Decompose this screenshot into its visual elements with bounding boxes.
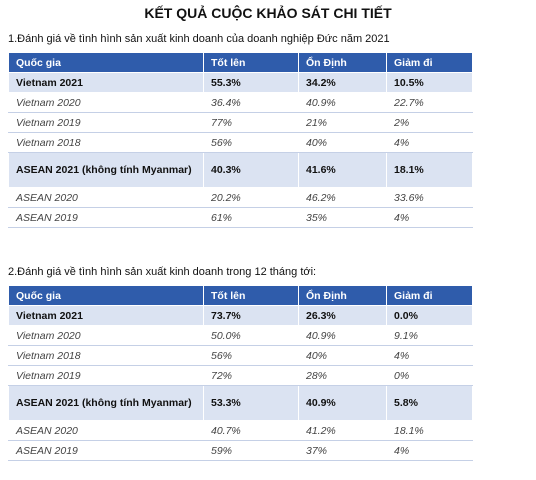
table-row: Vietnam 2020 50.0% 40.9% 9.1%	[8, 325, 473, 346]
cell-stable: 28%	[298, 365, 387, 386]
cell-stable: 40%	[298, 345, 387, 366]
cell-decrease: 4%	[386, 132, 473, 153]
survey-table-2021: Quốc gia Tốt lên Ổn Định Giảm đi Vietnam…	[8, 52, 473, 228]
cell-improve: 40.3%	[203, 152, 299, 188]
cell-improve: 55.3%	[203, 72, 299, 93]
cell-decrease: 0.0%	[386, 305, 473, 326]
table-row: Vietnam 2021 55.3% 34.2% 10.5%	[8, 72, 473, 93]
cell-country: Vietnam 2021	[8, 72, 204, 93]
cell-decrease: 5.8%	[386, 385, 473, 421]
section-1-heading: 1.Đánh giá về tình hình sản xuất kinh do…	[8, 33, 390, 45]
cell-improve: 73.7%	[203, 305, 299, 326]
column-header-country: Quốc gia	[8, 52, 204, 73]
table-row: ASEAN 2020 20.2% 46.2% 33.6%	[8, 187, 473, 208]
table-row: Vietnam 2018 56% 40% 4%	[8, 132, 473, 153]
table-row: ASEAN 2019 59% 37% 4%	[8, 440, 473, 461]
cell-improve: 59%	[203, 440, 299, 461]
cell-improve: 77%	[203, 112, 299, 133]
cell-decrease: 18.1%	[386, 420, 473, 441]
cell-decrease: 2%	[386, 112, 473, 133]
cell-country: ASEAN 2021 (không tính Myanmar)	[8, 152, 204, 188]
cell-country: ASEAN 2021 (không tính Myanmar)	[8, 385, 204, 421]
cell-stable: 37%	[298, 440, 387, 461]
cell-stable: 21%	[298, 112, 387, 133]
cell-country: ASEAN 2019	[8, 440, 204, 461]
cell-country: Vietnam 2020	[8, 92, 204, 113]
cell-country: Vietnam 2018	[8, 132, 204, 153]
cell-decrease: 9.1%	[386, 325, 473, 346]
cell-decrease: 10.5%	[386, 72, 473, 93]
cell-decrease: 4%	[386, 207, 473, 228]
cell-improve: 40.7%	[203, 420, 299, 441]
cell-stable: 26.3%	[298, 305, 387, 326]
column-header-stable: Ổn Định	[298, 52, 387, 73]
cell-country: ASEAN 2020	[8, 187, 204, 208]
section-2-heading: 2.Đánh giá về tình hình sản xuất kinh do…	[8, 266, 317, 278]
cell-stable: 41.2%	[298, 420, 387, 441]
cell-decrease: 4%	[386, 345, 473, 366]
cell-improve: 61%	[203, 207, 299, 228]
table-row: Vietnam 2018 56% 40% 4%	[8, 345, 473, 366]
cell-country: Vietnam 2021	[8, 305, 204, 326]
table-header-row: Quốc gia Tốt lên Ổn Định Giảm đi	[8, 52, 473, 73]
cell-decrease: 0%	[386, 365, 473, 386]
column-header-improve: Tốt lên	[203, 285, 299, 306]
survey-table-next-12-months: Quốc gia Tốt lên Ổn Định Giảm đi Vietnam…	[8, 285, 473, 461]
cell-improve: 20.2%	[203, 187, 299, 208]
table-row: Vietnam 2019 77% 21% 2%	[8, 112, 473, 133]
cell-decrease: 22.7%	[386, 92, 473, 113]
table-row: Vietnam 2020 36.4% 40.9% 22.7%	[8, 92, 473, 113]
page-title: KẾT QUẢ CUỘC KHẢO SÁT CHI TIẾT	[144, 5, 392, 21]
column-header-improve: Tốt lên	[203, 52, 299, 73]
cell-country: ASEAN 2019	[8, 207, 204, 228]
cell-stable: 40.9%	[298, 325, 387, 346]
cell-stable: 40%	[298, 132, 387, 153]
cell-stable: 41.6%	[298, 152, 387, 188]
cell-stable: 40.9%	[298, 92, 387, 113]
cell-improve: 72%	[203, 365, 299, 386]
table-row: ASEAN 2019 61% 35% 4%	[8, 207, 473, 228]
column-header-decrease: Giảm đi	[386, 285, 473, 306]
cell-improve: 50.0%	[203, 325, 299, 346]
table-row: Vietnam 2021 73.7% 26.3% 0.0%	[8, 305, 473, 326]
cell-country: ASEAN 2020	[8, 420, 204, 441]
table-row: Vietnam 2019 72% 28% 0%	[8, 365, 473, 386]
column-header-stable: Ổn Định	[298, 285, 387, 306]
table-row: ASEAN 2021 (không tính Myanmar) 53.3% 40…	[8, 385, 473, 421]
cell-improve: 56%	[203, 345, 299, 366]
cell-country: Vietnam 2019	[8, 365, 204, 386]
cell-country: Vietnam 2020	[8, 325, 204, 346]
table-header-row: Quốc gia Tốt lên Ổn Định Giảm đi	[8, 285, 473, 306]
table-row: ASEAN 2020 40.7% 41.2% 18.1%	[8, 420, 473, 441]
cell-improve: 56%	[203, 132, 299, 153]
cell-improve: 53.3%	[203, 385, 299, 421]
cell-stable: 40.9%	[298, 385, 387, 421]
cell-decrease: 33.6%	[386, 187, 473, 208]
cell-country: Vietnam 2018	[8, 345, 204, 366]
column-header-country: Quốc gia	[8, 285, 204, 306]
table-row: ASEAN 2021 (không tính Myanmar) 40.3% 41…	[8, 152, 473, 188]
column-header-decrease: Giảm đi	[386, 52, 473, 73]
cell-country: Vietnam 2019	[8, 112, 204, 133]
cell-stable: 34.2%	[298, 72, 387, 93]
cell-stable: 35%	[298, 207, 387, 228]
cell-improve: 36.4%	[203, 92, 299, 113]
cell-decrease: 18.1%	[386, 152, 473, 188]
cell-stable: 46.2%	[298, 187, 387, 208]
cell-decrease: 4%	[386, 440, 473, 461]
